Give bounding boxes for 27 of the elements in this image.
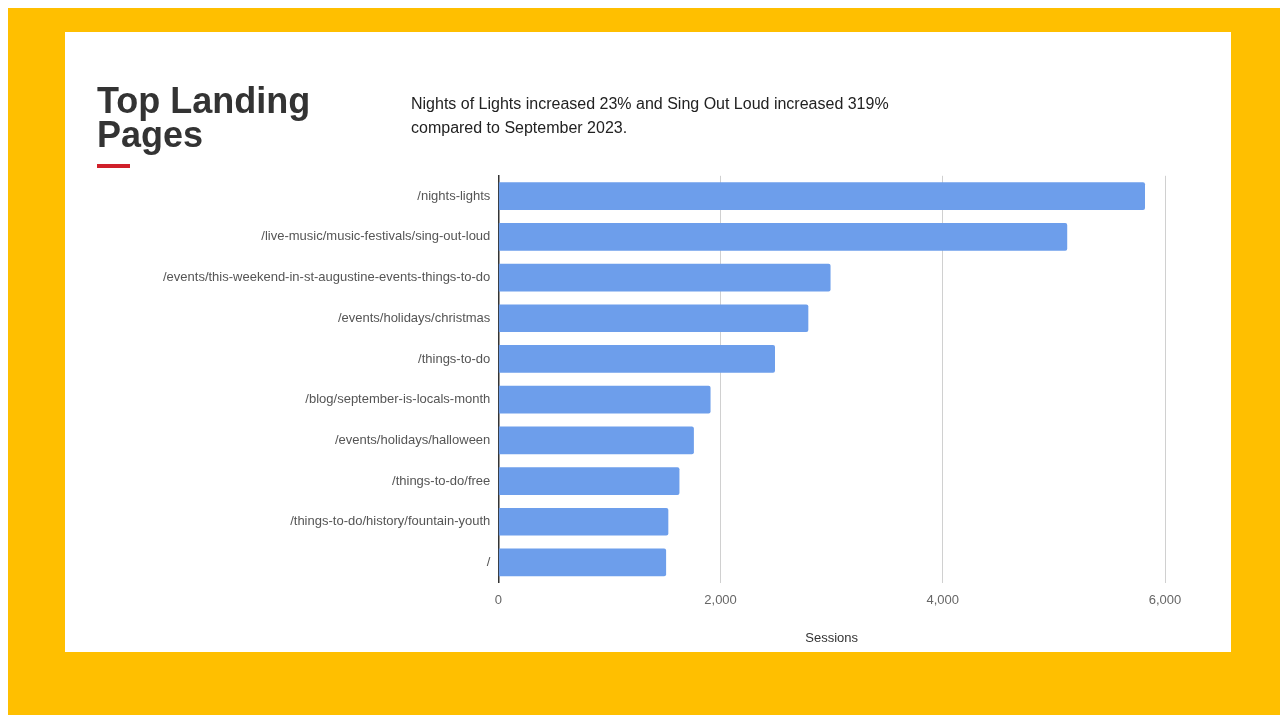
bar	[498, 263, 831, 292]
x-tick-label: 4,000	[926, 592, 960, 608]
x-tick-label: 0	[494, 592, 502, 608]
bar	[498, 182, 1145, 210]
y-tick-label: /events/this-weekend-in-st-augustine-events-things-to-do	[162, 269, 491, 285]
y-tick-label: /blog/september-is-locals-month	[305, 391, 491, 407]
x-axis-title: Sessions	[805, 629, 859, 645]
text: Top Landing Pages	[97, 80, 312, 155]
y-tick-label: /live-music/music-festivals/sing-out-loud	[261, 228, 491, 244]
y-tick-label: /nights-lights	[417, 187, 491, 203]
y-tick-label: /things-to-do/history/fountain-youth	[290, 513, 491, 529]
y-tick-label: /	[486, 554, 491, 570]
bar	[498, 385, 711, 414]
bar	[498, 548, 667, 577]
bar	[498, 345, 775, 373]
bar	[498, 467, 680, 495]
x-tick-label: 2,000	[704, 592, 737, 608]
y-tick-label: /things-to-do/free	[392, 472, 491, 488]
x-tick-label: 6,000	[1148, 592, 1182, 608]
y-tick-label: /events/holidays/christmas	[337, 309, 491, 325]
y-tick-label: /events/holidays/halloween	[334, 431, 491, 447]
bar	[498, 223, 1068, 251]
bar	[498, 507, 669, 536]
bar	[498, 304, 809, 333]
chart-subtitle: Nights of Lights increased 23% and Sing Out Loud increased 319% compared to September 2023.	[411, 94, 890, 138]
y-tick-label: /things-to-do	[418, 350, 491, 366]
bar	[498, 426, 694, 455]
